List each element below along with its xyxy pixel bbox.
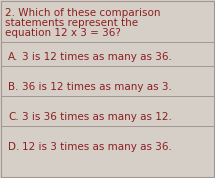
Text: D.: D. <box>8 142 19 152</box>
Text: 12 is 3 times as many as 36.: 12 is 3 times as many as 36. <box>22 142 172 152</box>
Text: 36 is 12 times as many as 3.: 36 is 12 times as many as 3. <box>22 82 172 92</box>
Text: 2. Which of these comparison: 2. Which of these comparison <box>5 8 161 18</box>
Text: A.: A. <box>8 52 18 62</box>
Text: B.: B. <box>8 82 18 92</box>
Text: equation 12 x 3 = 36?: equation 12 x 3 = 36? <box>5 28 121 38</box>
Text: 3 is 12 times as many as 36.: 3 is 12 times as many as 36. <box>22 52 172 62</box>
Text: 3 is 36 times as many as 12.: 3 is 36 times as many as 12. <box>22 112 172 122</box>
Text: C.: C. <box>8 112 19 122</box>
Text: statements represent the: statements represent the <box>5 18 138 28</box>
